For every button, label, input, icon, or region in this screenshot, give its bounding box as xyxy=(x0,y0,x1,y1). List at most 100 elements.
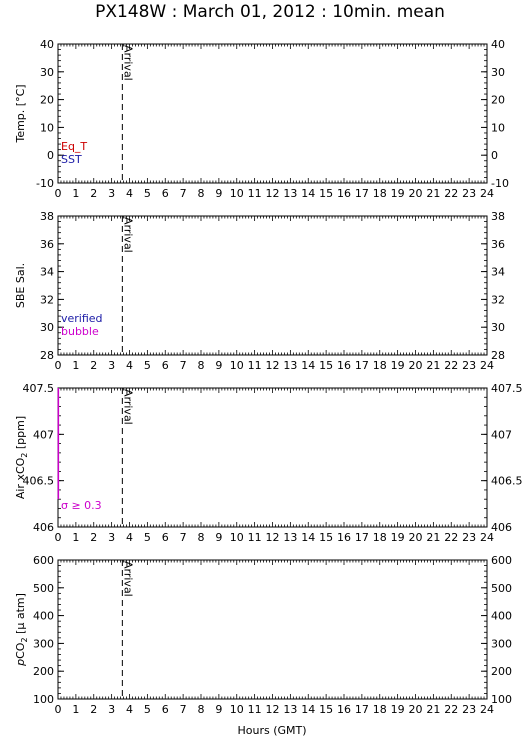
x-tick-label: 2 xyxy=(90,531,97,544)
x-tick-label: 6 xyxy=(162,187,169,200)
x-tick-label: 23 xyxy=(462,187,476,200)
legend-entry: Eq_T xyxy=(61,140,87,153)
y-tick-label-right: 38 xyxy=(491,210,505,223)
y-tick-label-right: 10 xyxy=(491,121,505,134)
x-tick-label: 19 xyxy=(391,531,405,544)
y-tick-label-left: 600 xyxy=(33,554,54,567)
y-axis-label-main: SBE Sal. xyxy=(14,263,27,308)
x-tick-label: 15 xyxy=(319,187,333,200)
arrival-label: Arrival xyxy=(121,561,134,597)
y-tick-label-left: 406.5 xyxy=(23,475,55,488)
x-tick-label: 13 xyxy=(283,359,297,372)
x-tick-label: 18 xyxy=(373,703,387,716)
y-tick-label-right: 500 xyxy=(491,582,512,595)
panel-3: 0 1 2 3 4 5 6 7 8 9 10 11 12 13 14 15 16 17 18 19 20 21 22 23 24… xyxy=(14,382,523,544)
x-tick-label: 17 xyxy=(355,187,369,200)
legend-entry: bubble xyxy=(61,325,99,338)
y-axis-label-subscript: 2 xyxy=(20,453,29,458)
x-tick-label: 8 xyxy=(198,187,205,200)
x-tick-label: 13 xyxy=(283,531,297,544)
x-tick-label: 12 xyxy=(266,531,280,544)
x-tick-label: 11 xyxy=(248,359,262,372)
x-tick-label: 18 xyxy=(373,359,387,372)
y-tick-label-right: 100 xyxy=(491,693,512,706)
y-tick-label-left: 0 xyxy=(47,149,54,162)
x-tick-label: 1 xyxy=(72,531,79,544)
x-tick-label: 9 xyxy=(215,187,222,200)
x-tick-label: 18 xyxy=(373,187,387,200)
x-tick-label: 3 xyxy=(108,359,115,372)
y-tick-label-left: 38 xyxy=(40,210,54,223)
legend-entry: SST xyxy=(61,153,82,166)
x-tick-label: 8 xyxy=(198,531,205,544)
y-tick-label-left: 400 xyxy=(33,610,54,623)
y-tick-label-left: 34 xyxy=(40,266,54,279)
x-tick-label: 21 xyxy=(426,703,440,716)
y-tick-label-right: 20 xyxy=(491,94,505,107)
x-tick-label: 10 xyxy=(230,531,244,544)
y-axis-label-prefix: p xyxy=(14,659,27,667)
y-tick-label-right: 28 xyxy=(491,349,505,362)
y-tick-label-right: 36 xyxy=(491,238,505,251)
x-tick-label: 24 xyxy=(480,703,494,716)
x-tick-label: 6 xyxy=(162,703,169,716)
x-tick-label: 1 xyxy=(72,359,79,372)
y-tick-label-right: 30 xyxy=(491,66,505,79)
x-tick-label: 24 xyxy=(480,187,494,200)
y-tick-label-left: 406 xyxy=(33,521,54,534)
x-tick-label: 5 xyxy=(144,187,151,200)
x-tick-label: 4 xyxy=(126,187,133,200)
y-axis-label-main: CO xyxy=(14,642,27,659)
y-tick-label-right: 32 xyxy=(491,293,505,306)
y-tick-label-right: 406 xyxy=(491,521,512,534)
y-tick-label-left: 200 xyxy=(33,665,54,678)
x-tick-label: 9 xyxy=(215,359,222,372)
y-axis-label: Temp. [°C] xyxy=(14,84,27,143)
x-tick-label: 21 xyxy=(426,531,440,544)
x-tick-label: 23 xyxy=(462,703,476,716)
x-tick-label: 12 xyxy=(266,359,280,372)
x-tick-label: 5 xyxy=(144,531,151,544)
y-tick-label-right: 406.5 xyxy=(491,475,523,488)
y-tick-label-left: 300 xyxy=(33,637,54,650)
x-tick-label: 4 xyxy=(126,703,133,716)
x-tick-label: 22 xyxy=(444,531,458,544)
y-tick-label-right: 300 xyxy=(491,637,512,650)
x-tick-label: 0 xyxy=(55,187,62,200)
x-tick-label: 8 xyxy=(198,359,205,372)
x-tick-label: 2 xyxy=(90,187,97,200)
x-tick-label: 12 xyxy=(266,187,280,200)
x-tick-label: 3 xyxy=(108,531,115,544)
y-axis-label: SBE Sal. xyxy=(14,263,27,308)
x-tick-label: 18 xyxy=(373,531,387,544)
panel-2: 0 1 2 3 4 5 6 7 8 9 10 11 12 13 14 15 16 17 18 19 20 21 22 23 24… xyxy=(14,210,505,372)
y-tick-label-left: 100 xyxy=(33,693,54,706)
y-tick-label-right: 407.5 xyxy=(491,382,523,395)
x-tick-label: 0 xyxy=(55,531,62,544)
x-tick-label: 10 xyxy=(230,187,244,200)
arrival-label: Arrival xyxy=(121,45,134,81)
x-tick-label: 20 xyxy=(409,187,423,200)
x-tick-label: 4 xyxy=(126,359,133,372)
y-tick-label-left: 28 xyxy=(40,349,54,362)
y-tick-label-left: 407.5 xyxy=(23,382,55,395)
x-tick-label: 5 xyxy=(144,359,151,372)
x-tick-label: 7 xyxy=(180,531,187,544)
y-tick-label-left: 32 xyxy=(40,293,54,306)
x-tick-label: 3 xyxy=(108,187,115,200)
y-tick-label-right: -10 xyxy=(491,177,509,190)
panel-1: 0 1 2 3 4 5 6 7 8 9 10 11 12 13 14 15 16 17 18 19 20 21 22 23 24… xyxy=(14,38,509,200)
x-tick-label: 19 xyxy=(391,703,405,716)
y-tick-label-right: 407 xyxy=(491,428,512,441)
x-tick-label: 2 xyxy=(90,359,97,372)
y-tick-label-left: 500 xyxy=(33,582,54,595)
x-tick-label: 13 xyxy=(283,703,297,716)
legend-entry: σ ≥ 0.3 xyxy=(61,499,102,512)
y-axis-label: Air xCO2 [ppm] xyxy=(14,416,29,499)
y-axis-label-main: Air xCO xyxy=(14,457,27,499)
x-tick-label: 14 xyxy=(301,531,315,544)
x-tick-label: 20 xyxy=(409,531,423,544)
x-tick-label: 15 xyxy=(319,531,333,544)
y-tick-label-left: 30 xyxy=(40,66,54,79)
